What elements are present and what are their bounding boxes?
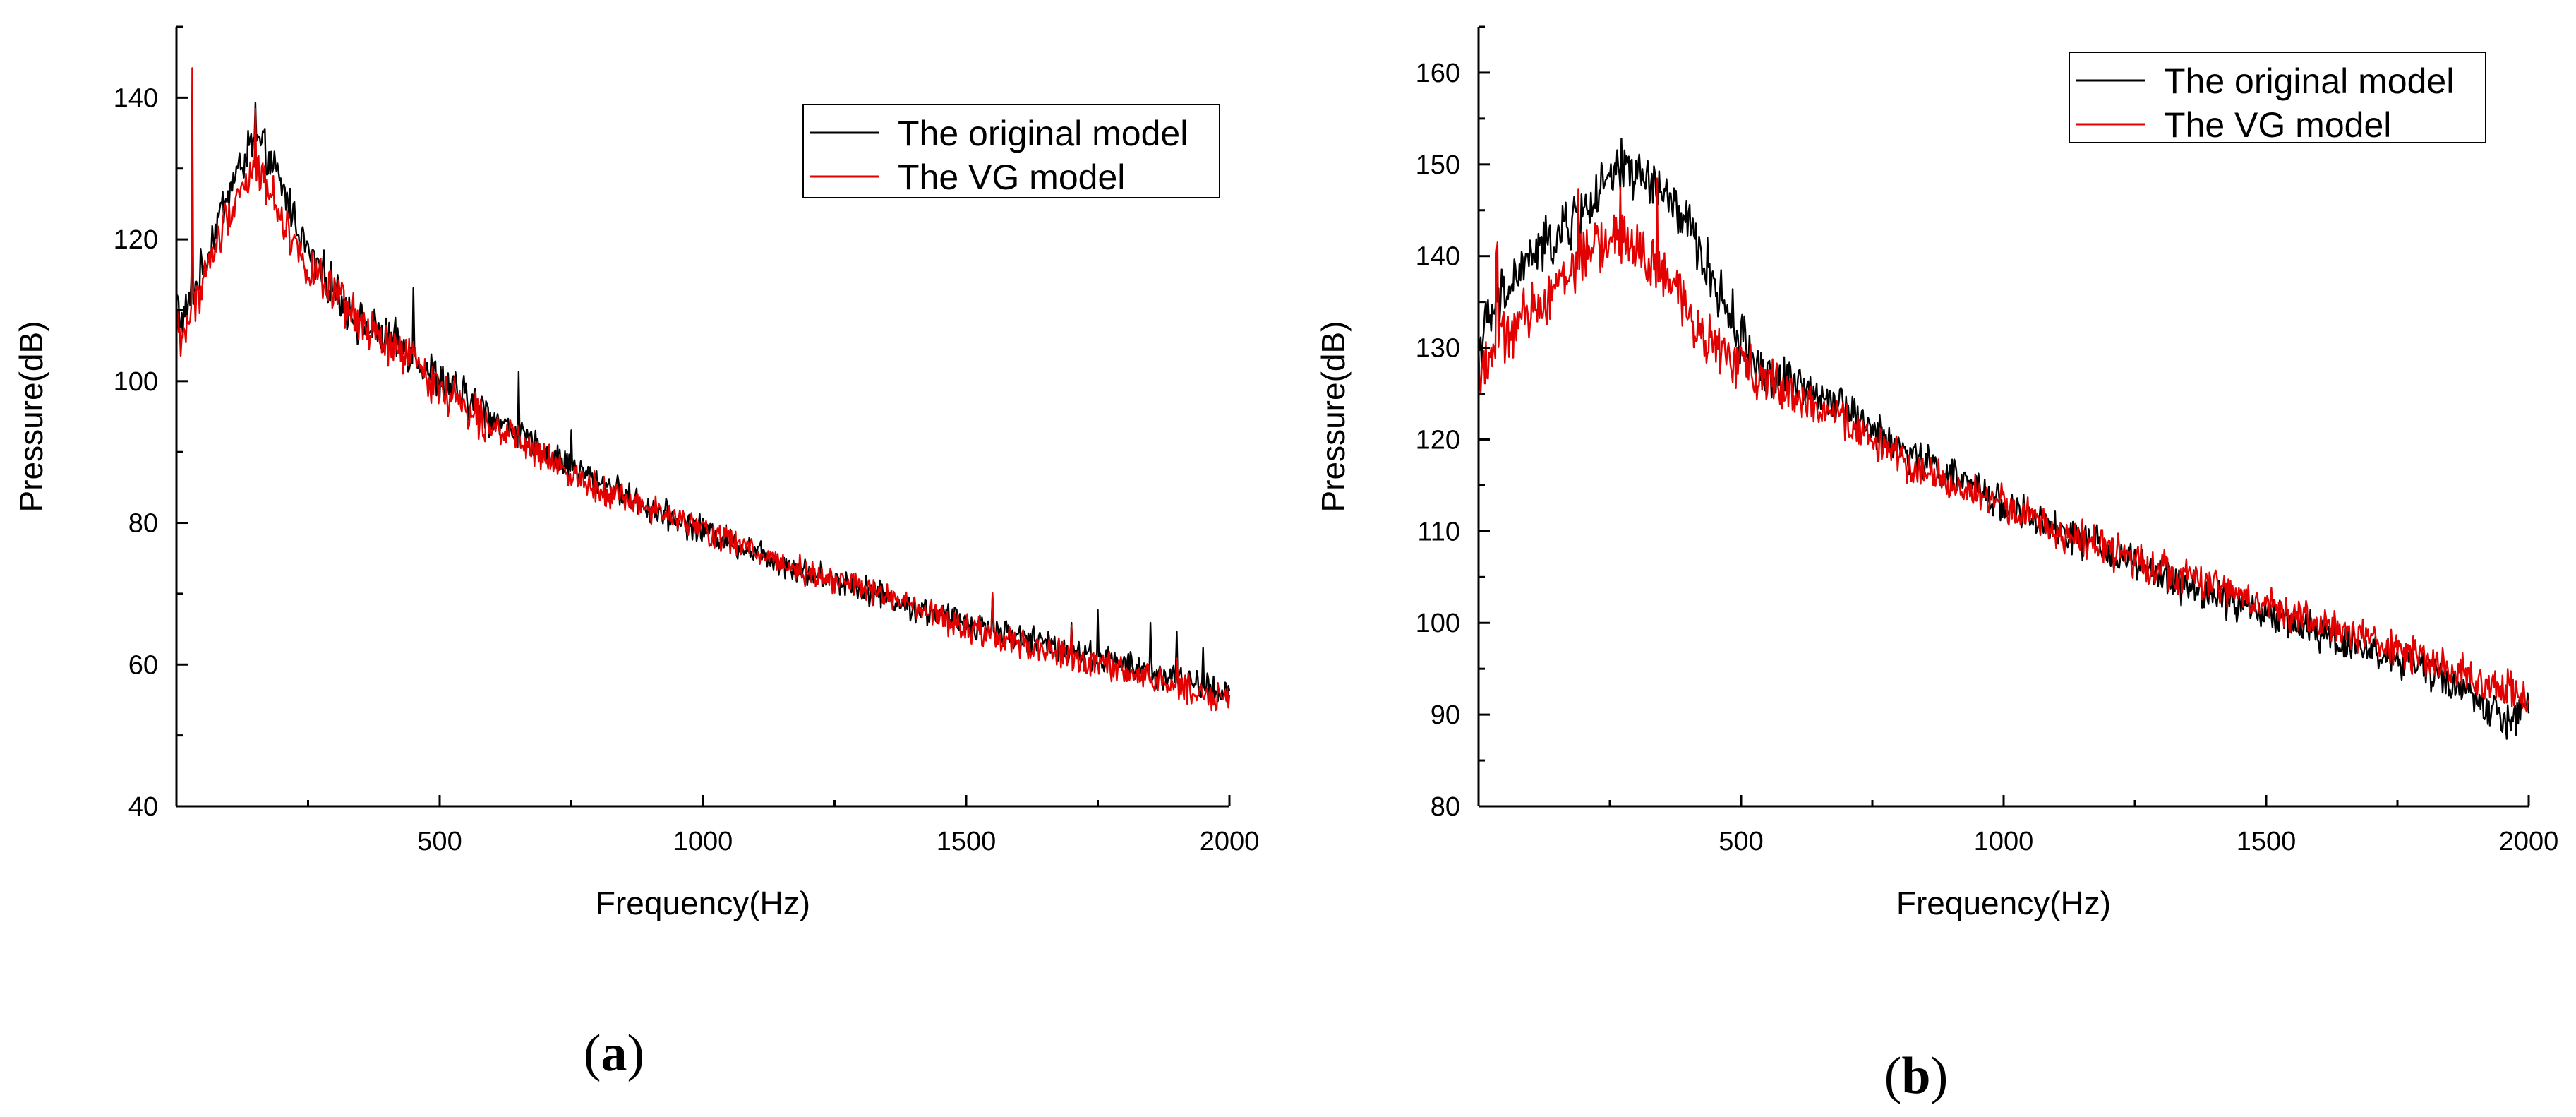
x-tick-label: 1000 <box>673 827 733 856</box>
y-axis-title: Pressure(dB) <box>13 321 49 513</box>
series-line-original-model <box>1477 138 2530 740</box>
chart-panel-a: 500 1000 1500 2000 40 60 80 100 120 140 Frequency(… <box>13 25 1260 1082</box>
legend-label: The VG model <box>2164 105 2391 145</box>
y-tick-label: 150 <box>1416 150 1460 180</box>
series-line-vg-model <box>1477 177 2530 713</box>
y-tick-label: 80 <box>128 509 158 539</box>
y-tick-label: 40 <box>128 792 158 822</box>
panel-label: (a) <box>584 1025 644 1082</box>
x-tick-label: 500 <box>1719 827 1763 856</box>
x-tick-label: 1500 <box>2237 827 2297 856</box>
legend-label: The original model <box>2164 61 2454 101</box>
y-tick-label: 120 <box>1416 425 1460 455</box>
x-tick-label: 2000 <box>1200 827 1260 856</box>
x-tick-label: 2000 <box>2499 827 2559 856</box>
y-tick-label: 120 <box>114 225 158 255</box>
y-tick-label: 80 <box>1431 792 1460 822</box>
y-tick-label: 110 <box>1417 517 1460 546</box>
y-axis-title: Pressure(dB) <box>1315 321 1352 513</box>
y-tick-label: 160 <box>1416 59 1460 88</box>
y-tick-label: 100 <box>1416 609 1460 638</box>
y-tick-label: 60 <box>128 650 158 680</box>
y-tick-label: 100 <box>114 367 158 397</box>
x-tick-label: 500 <box>417 827 462 856</box>
y-tick-label: 90 <box>1431 700 1460 730</box>
y-tick-label: 140 <box>1416 242 1460 272</box>
panel-label: (b) <box>1884 1047 1948 1105</box>
x-tick-label: 1000 <box>1974 827 2034 856</box>
legend-box <box>2069 52 2486 143</box>
chart-panel-b: 500 1000 1500 2000 80 90 100 110 120 130 140 150 160… <box>1315 25 2559 1105</box>
x-axis-title: Frequency(Hz) <box>596 885 810 921</box>
legend: The original model The VG model <box>802 104 1220 198</box>
legend-label: The original model <box>898 114 1188 153</box>
x-tick-label: 1500 <box>937 827 997 856</box>
x-axis-title: Frequency(Hz) <box>1896 885 2111 921</box>
series-line-vg-model <box>175 67 1231 712</box>
y-tick-label: 130 <box>1416 334 1460 364</box>
y-tick-label: 140 <box>114 83 158 113</box>
legend-label: The VG model <box>898 157 1125 197</box>
legend-box <box>802 104 1220 198</box>
